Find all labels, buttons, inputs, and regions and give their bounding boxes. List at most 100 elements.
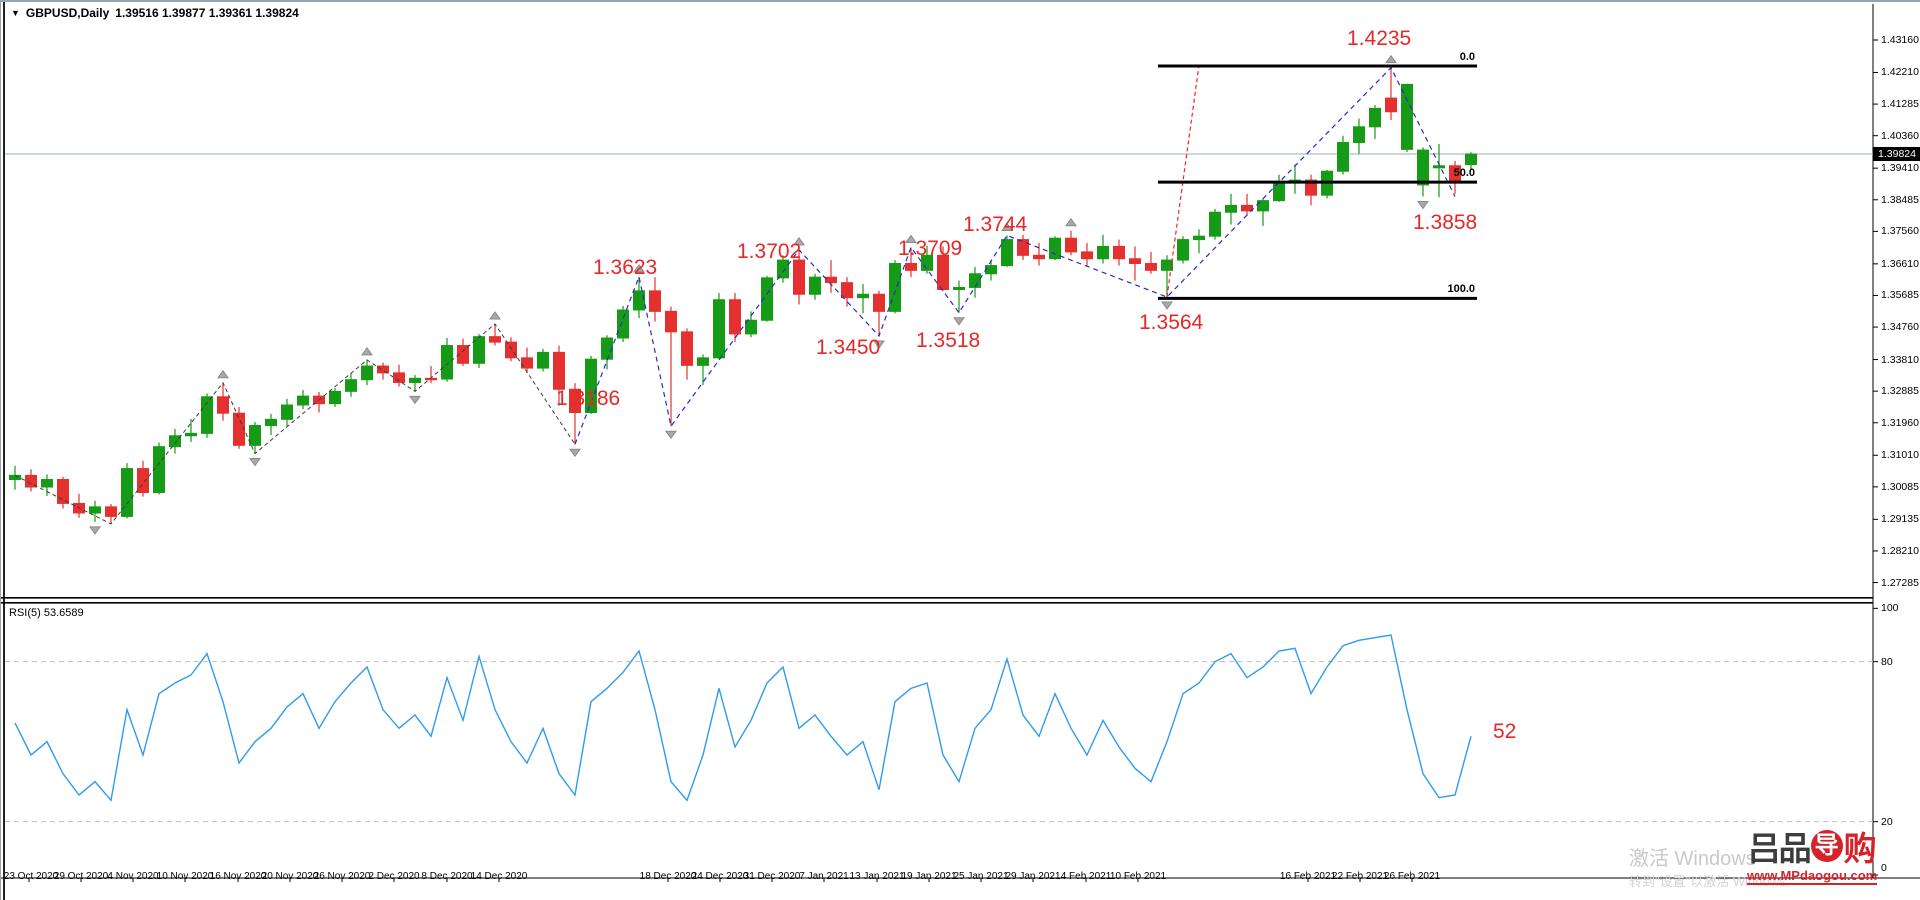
time-axis-label[interactable]: 7 Jan 2021 — [799, 871, 849, 882]
candle-body — [665, 310, 677, 333]
candle-body — [1385, 97, 1397, 113]
price-axis-label[interactable]: 1.31010 — [1881, 449, 1919, 462]
time-axis-label[interactable]: 4 Feb 2021 — [1060, 871, 1112, 882]
candle-body — [489, 336, 501, 343]
logo-circle-char: 导 — [1810, 830, 1843, 862]
candle-body — [1177, 239, 1189, 261]
candle-body — [1225, 204, 1237, 213]
candle-body — [329, 390, 341, 405]
fractal-down-icon — [665, 430, 677, 440]
time-axis-label[interactable]: 4 Nov 2020 — [107, 871, 159, 882]
time-axis-label[interactable]: 10 Feb 2021 — [1109, 871, 1167, 882]
candle-body — [137, 468, 149, 493]
time-axis-label[interactable]: 16 Feb 2021 — [1279, 871, 1337, 882]
candle-body — [9, 474, 21, 481]
time-axis-label[interactable]: 23 Oct 2020 — [3, 871, 59, 882]
mpdaogou-logo: 吕品 导 购 www.MPdaogou.com — [1747, 822, 1878, 885]
fib-level-label: 0.0 — [1459, 50, 1475, 63]
candle-body — [409, 377, 421, 383]
time-axis-label[interactable]: 19 Jan 2021 — [901, 871, 957, 882]
price-annotation: 1.3702 — [737, 240, 802, 263]
candle-body — [521, 357, 533, 369]
candle-body — [345, 379, 357, 392]
price-axis-label[interactable]: 1.34760 — [1881, 321, 1919, 334]
candle-body — [505, 341, 517, 359]
price-annotation: 1.3709 — [898, 237, 963, 260]
price-axis-label[interactable]: 1.38485 — [1881, 193, 1919, 206]
fractal-up-icon — [217, 369, 229, 379]
candle-body — [297, 395, 309, 406]
time-axis-label[interactable]: 2 Dec 2020 — [368, 871, 420, 882]
fractal-down-icon — [1161, 301, 1173, 310]
candle-body — [825, 276, 837, 284]
price-axis-label[interactable]: 1.40360 — [1881, 129, 1919, 142]
price-axis-label[interactable]: 1.36610 — [1881, 257, 1919, 270]
symbol-title-bar[interactable]: ▼ GBPUSD,Daily 1.39516 1.39877 1.39361 1… — [11, 6, 299, 20]
candle-body — [233, 412, 245, 446]
price-axis-label[interactable]: 1.32885 — [1881, 385, 1919, 398]
candle-body — [697, 357, 709, 366]
time-axis-label[interactable]: 24 Dec 2020 — [691, 871, 749, 882]
time-axis-label[interactable]: 25 Jan 2021 — [953, 871, 1009, 882]
time-axis-label[interactable]: 22 Feb 2021 — [1331, 871, 1389, 882]
price-axis-label[interactable]: 1.39410 — [1881, 162, 1919, 175]
time-axis-label[interactable]: 16 Nov 2020 — [209, 871, 267, 882]
price-annotation: 1.3564 — [1139, 311, 1204, 334]
price-axis-label[interactable]: 1.42210 — [1881, 66, 1919, 79]
time-axis-label[interactable]: 18 Dec 2020 — [639, 871, 697, 882]
fractal-up-icon — [1385, 54, 1397, 64]
candle-body — [1161, 259, 1173, 271]
price-axis-label[interactable]: 1.31960 — [1881, 416, 1919, 429]
rsi-axis-label: 0 — [1881, 862, 1887, 874]
time-axis-label[interactable]: 31 Dec 2020 — [743, 871, 801, 882]
time-axis-label[interactable]: 14 Dec 2020 — [470, 871, 528, 882]
fractal-down-icon — [873, 340, 885, 349]
current-price-badge: 1.39824 — [1873, 147, 1920, 161]
price-axis-label[interactable]: 1.41285 — [1881, 98, 1919, 111]
time-axis-label[interactable]: 26 Nov 2020 — [313, 871, 371, 882]
candle-body — [217, 396, 229, 414]
time-axis-label[interactable]: 20 Nov 2020 — [261, 871, 319, 882]
logo-text-dark: 吕品 — [1747, 830, 1812, 867]
candle-body — [1001, 239, 1013, 267]
candle-body — [425, 377, 437, 381]
price-axis-label[interactable]: 1.35685 — [1881, 289, 1919, 302]
fractal-up-icon — [361, 347, 373, 356]
price-axis-label[interactable]: 1.30085 — [1881, 480, 1919, 493]
candle-body — [25, 474, 37, 488]
price-axis-label[interactable]: 1.29135 — [1881, 513, 1919, 526]
fractal-down-icon — [953, 317, 965, 326]
candle-body — [265, 418, 277, 427]
price-annotation: 52 — [1493, 720, 1517, 743]
rsi-axis-label: 20 — [1881, 815, 1893, 828]
time-axis-label[interactable]: 10 Nov 2020 — [156, 871, 214, 882]
candle-body — [41, 479, 53, 488]
candle-body — [1241, 204, 1253, 212]
candle-body — [441, 345, 453, 380]
panel-separator-bottom — [1, 602, 1873, 604]
price-axis-label[interactable]: 1.27285 — [1881, 576, 1919, 589]
time-axis-label[interactable]: 26 Feb 2021 — [1383, 871, 1441, 882]
candle-body — [1017, 239, 1029, 256]
chart-dropdown-icon[interactable]: ▼ — [11, 8, 20, 18]
time-axis-label[interactable]: 13 Jan 2021 — [849, 871, 905, 882]
candle-body — [969, 273, 981, 288]
time-axis-label[interactable]: 29 Oct 2020 — [53, 871, 109, 882]
ohlc-readout: 1.39516 1.39877 1.39361 1.39824 — [115, 6, 299, 20]
price-axis-label[interactable]: 1.28210 — [1881, 544, 1919, 557]
time-axis-label[interactable]: 8 Dec 2020 — [421, 871, 473, 882]
price-axis-label[interactable]: 1.33810 — [1881, 353, 1919, 366]
candle-body — [169, 435, 181, 448]
candle-body — [153, 446, 165, 493]
candle-body — [585, 358, 597, 414]
price-axis-label[interactable]: 1.43160 — [1881, 34, 1919, 46]
price-axis-label[interactable]: 1.37560 — [1881, 225, 1919, 238]
candle-body — [633, 290, 645, 311]
candle-body — [921, 254, 933, 271]
time-axis-label[interactable]: 29 Jan 2021 — [1005, 871, 1061, 882]
candle-body — [937, 254, 949, 290]
candle-body — [1305, 179, 1317, 196]
candle-body — [361, 365, 373, 381]
